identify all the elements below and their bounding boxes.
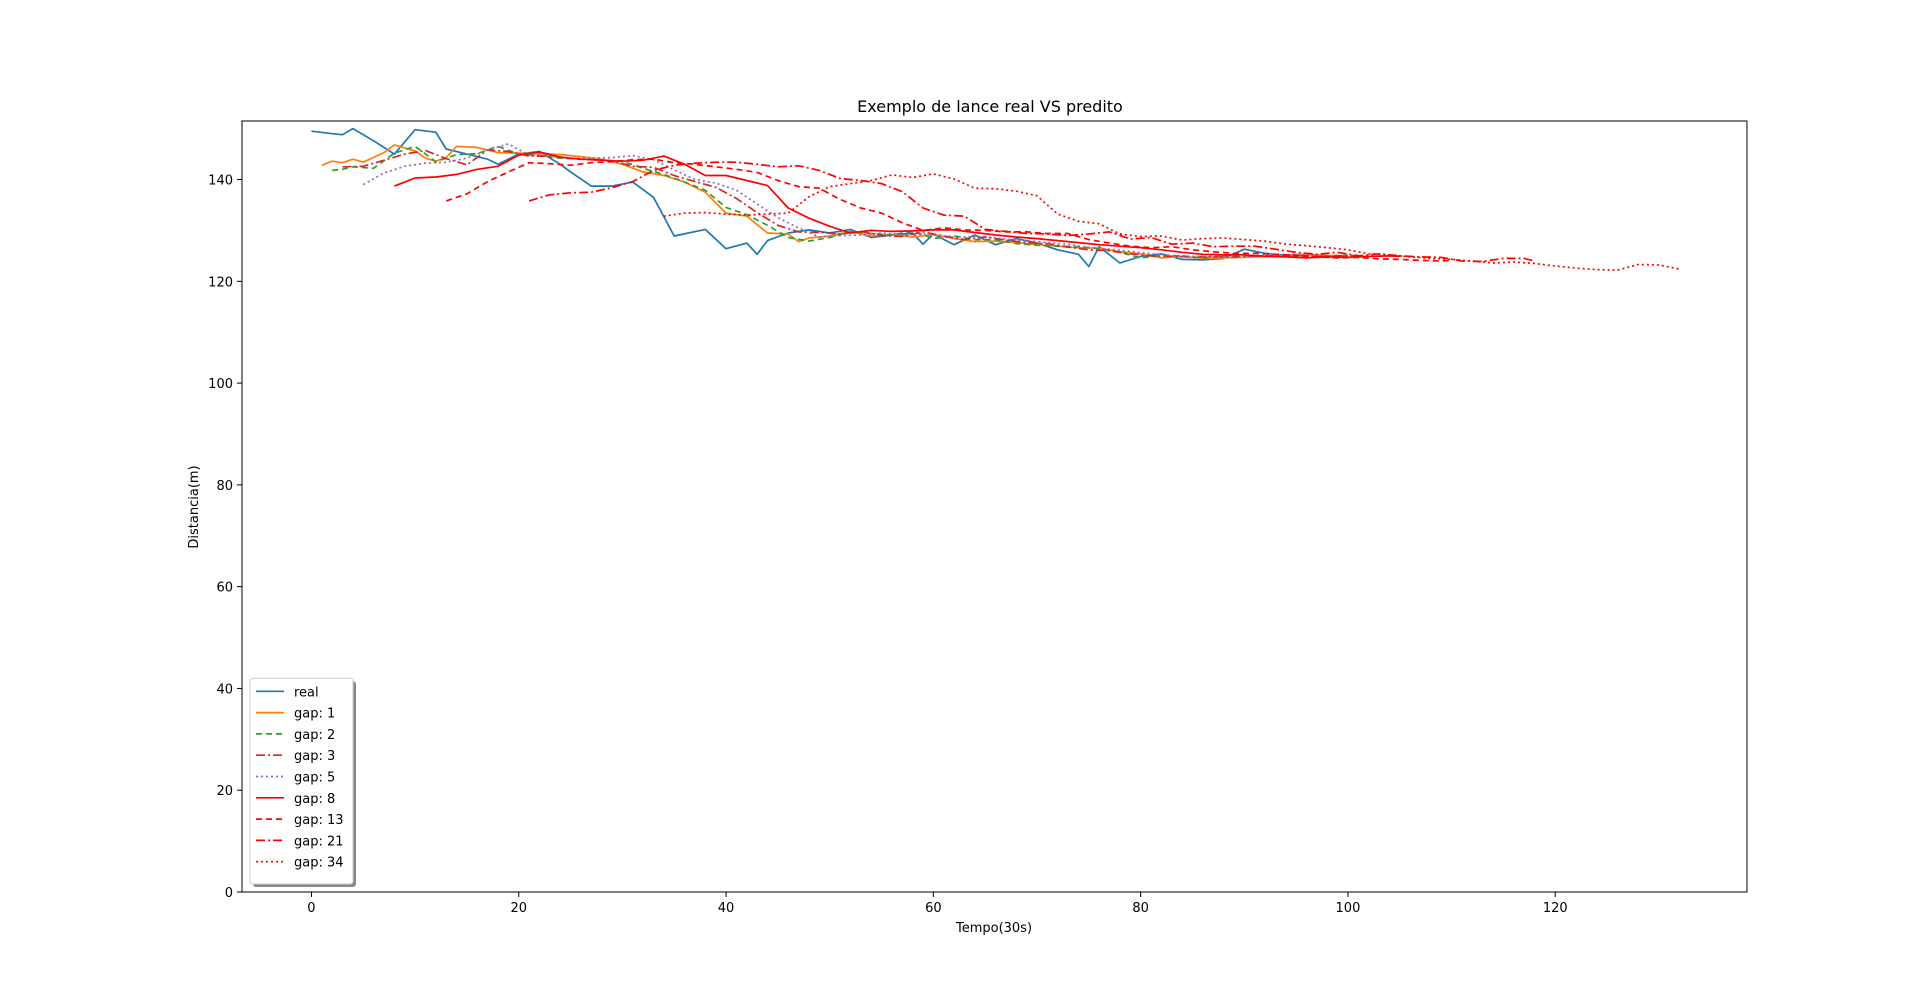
legend-box [249, 677, 354, 885]
legend-label: gap: 34 [294, 856, 344, 871]
legend-label: gap: 13 [294, 813, 344, 828]
x-tick-label: 120 [1543, 901, 1568, 916]
chart-title: Exemplo de lance real VS predito [857, 97, 1123, 116]
legend-label: gap: 5 [294, 771, 335, 786]
x-axis-label: Tempo(30s) [955, 921, 1032, 936]
series-line-8 [528, 161, 1535, 263]
series-line-6 [394, 151, 1400, 259]
y-tick-label: 140 [208, 174, 233, 189]
legend: real gap: 1 gap: 2 gap: 3 gap: 5 gap: 8 gap: 1… [249, 677, 356, 887]
legend-label: gap: 1 [294, 707, 335, 722]
legend-label: gap: 2 [294, 728, 335, 743]
x-tick-label: 60 [925, 901, 942, 916]
y-tick-label: 60 [216, 581, 233, 596]
x-tick-label: 40 [718, 901, 735, 916]
x-tick-label: 20 [510, 901, 527, 916]
legend-label: gap: 21 [294, 834, 344, 849]
x-tick-label: 100 [1336, 901, 1361, 916]
legend-label: gap: 3 [294, 749, 335, 764]
x-tick-label: 80 [1132, 901, 1149, 916]
legend-label: gap: 8 [294, 792, 335, 807]
y-tick-label: 120 [208, 275, 233, 290]
y-tick-label: 20 [216, 784, 233, 799]
axes-frame [241, 120, 1748, 893]
y-axis-label: Distancia(m) [187, 465, 202, 548]
y-tick-label: 100 [208, 377, 233, 392]
x-axis: 0 20 40 60 80 100 120 [307, 892, 1568, 916]
y-tick-label: 80 [216, 479, 233, 494]
y-tick-label: 0 [225, 886, 233, 901]
x-tick-label: 0 [307, 901, 315, 916]
plot-area [311, 127, 1680, 271]
series-line-3 [332, 145, 1348, 259]
y-tick-label: 40 [216, 682, 233, 697]
legend-label: real [294, 685, 319, 700]
y-axis: 0 20 40 60 80 100 120 140 [208, 174, 242, 901]
